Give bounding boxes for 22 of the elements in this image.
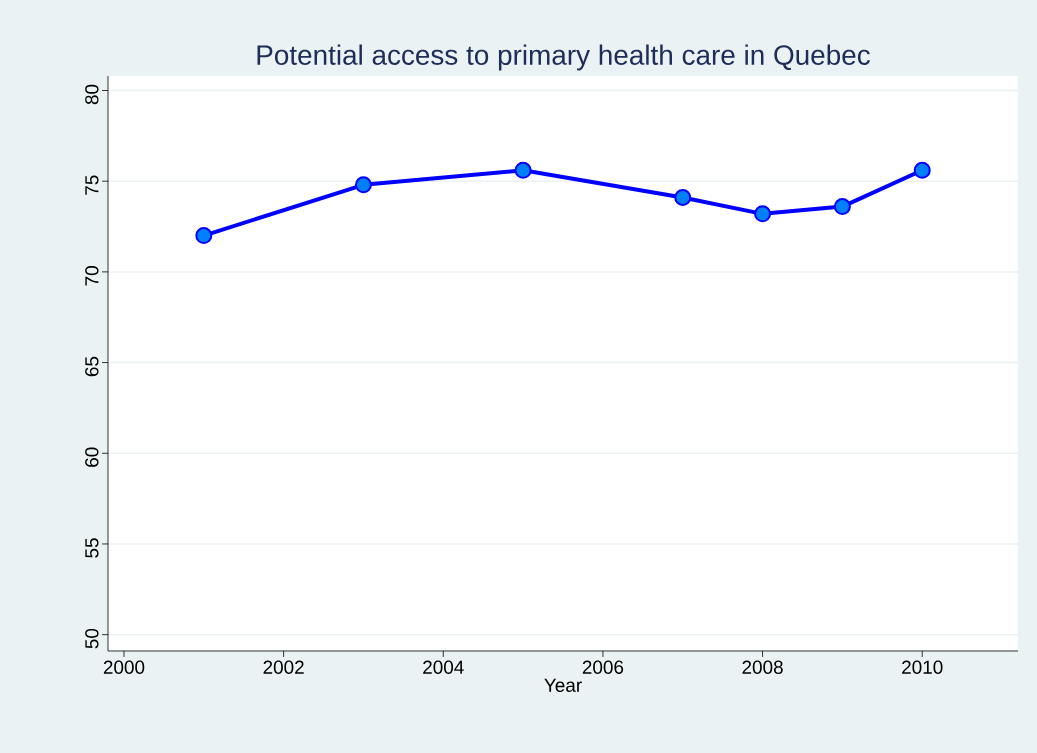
point [354,176,372,194]
x-tick-label: 2006 [582,660,624,674]
x-tick-label: 2008 [742,660,783,674]
y-tick-label: 65 [85,356,99,377]
x-tick-label: 2000 [103,660,145,674]
x-tick-label: 2004 [423,660,464,674]
point [754,205,772,223]
y-tick-label: 75 [85,175,99,195]
y-tick-label: 60 [85,447,99,467]
x-tick-label: 2010 [902,660,943,674]
x-axis-title: Year [544,678,582,692]
chart-title: Potential access to primary health care in Quebec [257,44,870,71]
y-tick-label: 50 [85,628,99,649]
point [514,161,532,179]
point [833,198,851,216]
point [674,189,692,207]
point [195,227,213,245]
y-tick-label: 70 [85,266,99,286]
y-tick-label: 55 [85,538,99,558]
y-tick-label: 80 [85,84,99,105]
x-tick-label: 2002 [263,660,304,674]
point [913,161,931,179]
